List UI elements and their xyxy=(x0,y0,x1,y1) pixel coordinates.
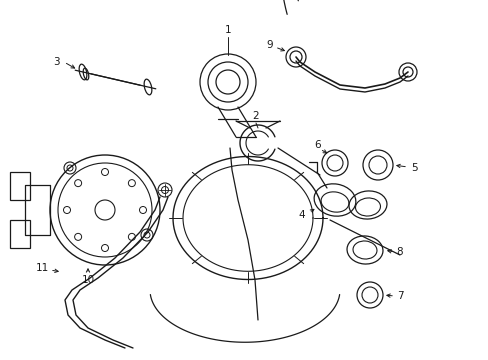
Bar xyxy=(10,172,30,200)
Text: 8: 8 xyxy=(396,247,403,257)
Text: 7: 7 xyxy=(396,291,403,301)
Text: 1: 1 xyxy=(224,25,231,35)
Text: 5: 5 xyxy=(411,163,417,173)
Text: 2: 2 xyxy=(252,111,259,121)
Bar xyxy=(10,220,30,248)
Text: 3: 3 xyxy=(53,57,59,67)
Text: 4: 4 xyxy=(298,210,305,220)
Text: 6: 6 xyxy=(314,140,321,150)
Text: 9: 9 xyxy=(266,40,273,50)
Text: 11: 11 xyxy=(35,263,48,273)
Text: 10: 10 xyxy=(81,275,94,285)
